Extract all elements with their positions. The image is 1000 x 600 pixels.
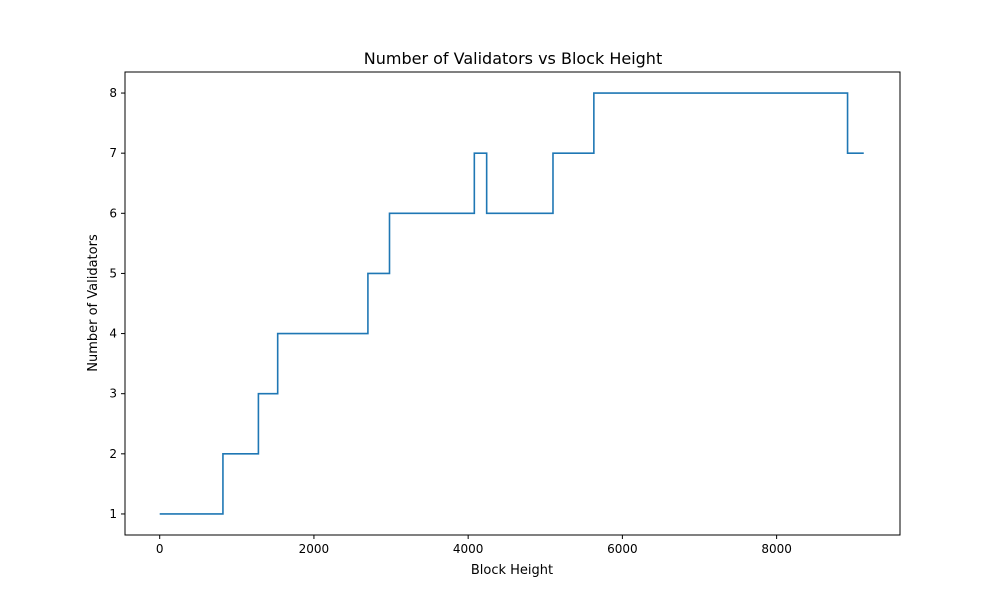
y-tick-label: 4 (109, 327, 117, 341)
y-tick-label: 8 (109, 86, 117, 100)
y-axis-label: Number of Validators (86, 234, 101, 372)
x-axis: 0 2000 4000 6000 8000 (156, 535, 792, 556)
plot-area (124, 71, 901, 536)
axes-frame (124, 71, 901, 536)
y-tick-label: 1 (109, 507, 117, 521)
y-axis: 1 2 3 4 5 6 7 8 (109, 86, 125, 521)
series-line (159, 92, 864, 515)
x-tick-label: 4000 (453, 542, 484, 556)
x-axis-label: Block Height (471, 563, 553, 578)
chart-title: Number of Validators vs Block Height (364, 49, 662, 68)
x-tick-label: 8000 (761, 542, 792, 556)
x-tick-label: 2000 (299, 542, 330, 556)
x-tick-label: 0 (156, 542, 164, 556)
y-tick-label: 2 (109, 447, 117, 461)
y-tick-label: 7 (109, 146, 117, 160)
y-tick-label: 3 (109, 387, 117, 401)
y-tick-label: 5 (109, 266, 117, 280)
y-tick-label: 6 (109, 206, 117, 220)
x-tick-label: 6000 (607, 542, 638, 556)
